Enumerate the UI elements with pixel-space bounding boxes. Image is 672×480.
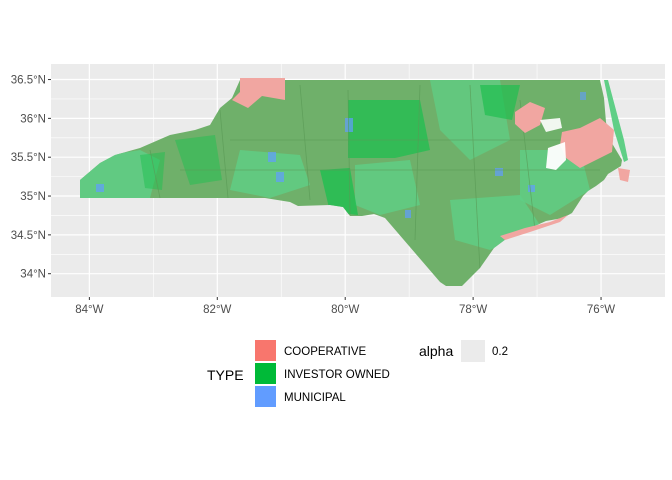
y-tick-label: 34°N (20, 269, 46, 281)
state-map (80, 78, 630, 286)
coop-sound (560, 118, 614, 168)
region-dark-westpocket (140, 152, 165, 190)
y-tick-label: 36.5°N (11, 75, 46, 87)
municipal-patch (580, 92, 586, 100)
municipal-patch (495, 168, 503, 176)
coop-outerbanks (618, 168, 630, 182)
legend-alpha-key (461, 340, 485, 362)
y-tick-label: 36°N (20, 113, 46, 125)
legend-fill: TYPE COOPERATIVE INVESTOR OWNED MUNICIPAL (207, 340, 390, 407)
legend-key-label: COOPERATIVE (284, 346, 367, 358)
outer-banks-strip (604, 80, 628, 162)
x-tick-label: 78°W (459, 304, 487, 316)
legend-alpha-label: 0.2 (492, 346, 508, 358)
y-tick-label: 35.5°N (11, 152, 46, 164)
legend-alpha-title: alpha (419, 343, 453, 359)
y-tick-label: 34.5°N (11, 230, 46, 242)
x-tick-label: 82°W (203, 304, 231, 316)
municipal-patch (405, 210, 411, 218)
region-dark-piedmont (348, 100, 430, 158)
y-axis: 34°N 34.5°N 35°N 35.5°N 36°N 36.5°N (11, 75, 51, 281)
municipal-patch (96, 184, 104, 192)
legend-key-label: INVESTOR OWNED (284, 369, 390, 381)
region-light-coast (520, 150, 590, 215)
region-light-central (355, 160, 420, 215)
pamlico-sound (546, 142, 566, 170)
municipal-patch (528, 185, 535, 192)
region-dark-north (480, 85, 520, 120)
albemarle-sound (540, 118, 562, 132)
x-axis: 84°W 82°W 80°W 78°W 76°W (75, 297, 615, 316)
region-dark-mountain (175, 135, 222, 185)
legend-key-label: MUNICIPAL (284, 392, 346, 404)
legend-key-swatch (255, 386, 276, 407)
municipal-patch (345, 118, 353, 132)
x-tick-label: 84°W (75, 304, 103, 316)
legend-fill-title: TYPE (207, 367, 244, 383)
region-light-foothills (230, 150, 310, 198)
coop-northeast (515, 102, 545, 133)
y-tick-label: 35°N (20, 191, 46, 203)
region-dark-charlotte (320, 168, 358, 215)
coop-northwest (232, 78, 285, 108)
legend-alpha: alpha 0.2 (419, 340, 508, 362)
municipal-patch (276, 172, 284, 182)
coop-southcoast (500, 215, 568, 240)
x-tick-label: 76°W (587, 304, 615, 316)
legend-key-swatch (255, 363, 276, 384)
municipal-patch (268, 152, 276, 162)
x-tick-label: 80°W (331, 304, 359, 316)
legend-key-swatch (255, 340, 276, 361)
